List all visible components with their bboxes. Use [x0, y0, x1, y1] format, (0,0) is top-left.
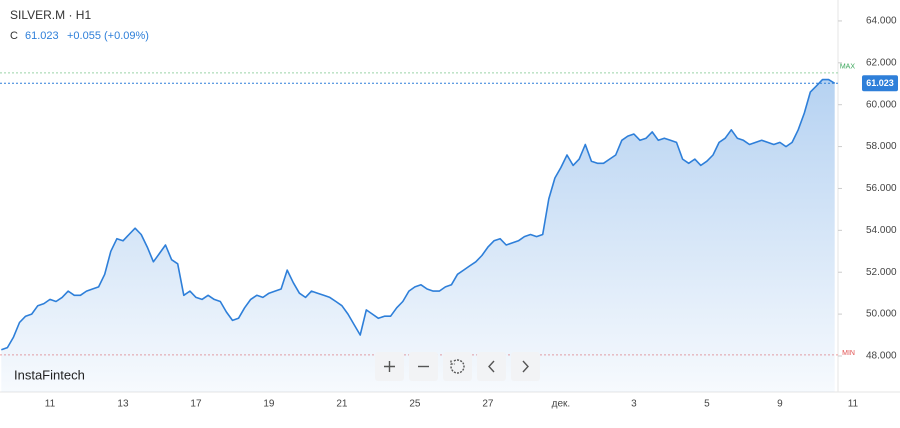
y-tick-label: 54.000: [866, 225, 897, 236]
close-label: C: [10, 30, 18, 42]
scroll-left-button[interactable]: [477, 352, 506, 381]
zoom-in-button[interactable]: [375, 352, 404, 381]
y-tick-label: 52.000: [866, 267, 897, 278]
toolbar: [375, 352, 540, 381]
x-tick-label: 11: [45, 399, 56, 410]
close-value: 61.023: [25, 30, 59, 42]
chart-title: SILVER.M · H1: [10, 8, 91, 22]
x-tick-label: 13: [117, 399, 129, 410]
y-tick-label: 62.000: [866, 57, 897, 68]
y-tick-label: 48.000: [866, 351, 897, 362]
scroll-right-button[interactable]: [511, 352, 540, 381]
y-tick-label: 64.000: [866, 16, 897, 27]
x-tick-label: 17: [190, 399, 202, 410]
last-price-label: 61.023: [866, 78, 894, 88]
x-tick-label: 19: [263, 399, 275, 410]
x-tick-label: 11: [848, 399, 859, 410]
brand: InstaFintech: [14, 367, 85, 382]
y-tick-label: 58.000: [866, 141, 897, 152]
x-tick-label: 25: [409, 399, 421, 410]
zoom-out-button[interactable]: [409, 352, 438, 381]
x-tick-label: дек.: [552, 399, 571, 410]
reset-button[interactable]: [443, 352, 472, 381]
area-fill: [1, 79, 835, 392]
y-tick-label: 56.000: [866, 183, 897, 194]
min-label: MIN: [842, 350, 855, 357]
change: +0.055 (+0.09%): [67, 30, 149, 42]
plot: 48.000 50.000 52.000 54.000 56.000 58.000 60.0…: [0, 16, 898, 410]
x-tick-label: 27: [482, 399, 494, 410]
x-tick-label: 5: [704, 399, 710, 410]
x-tick-label: 3: [631, 399, 637, 410]
y-tick-label: 50.000: [866, 309, 897, 320]
price-line: [1, 78, 836, 351]
last-price-tag: [862, 75, 898, 92]
y-tick-label: 60.000: [866, 99, 897, 110]
max-label: MAX: [840, 64, 856, 71]
x-tick-label: 21: [336, 399, 348, 410]
x-tick-label: 9: [777, 399, 783, 410]
